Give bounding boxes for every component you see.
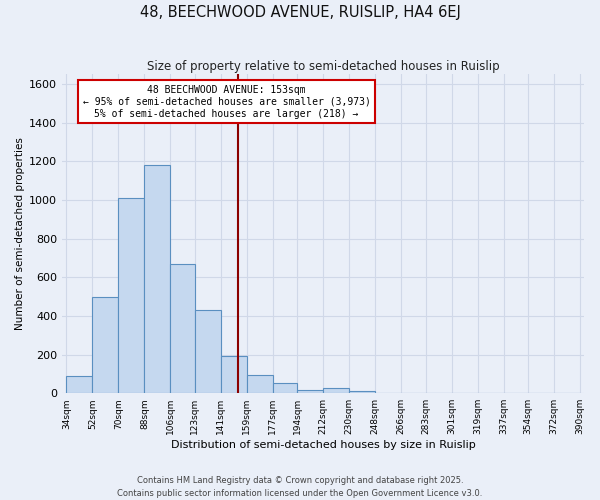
Text: 48 BEECHWOOD AVENUE: 153sqm
← 95% of semi-detached houses are smaller (3,973)
5%: 48 BEECHWOOD AVENUE: 153sqm ← 95% of sem…: [83, 86, 371, 118]
Bar: [170, 264, 195, 393]
Bar: [247, 375, 273, 393]
Bar: [221, 356, 247, 393]
Text: 48, BEECHWOOD AVENUE, RUISLIP, HA4 6EJ: 48, BEECHWOOD AVENUE, RUISLIP, HA4 6EJ: [140, 5, 460, 20]
Text: Contains HM Land Registry data © Crown copyright and database right 2025.
Contai: Contains HM Land Registry data © Crown c…: [118, 476, 482, 498]
Bar: [67, 376, 92, 393]
Bar: [349, 392, 375, 393]
Bar: [297, 390, 323, 393]
X-axis label: Distribution of semi-detached houses by size in Ruislip: Distribution of semi-detached houses by …: [171, 440, 476, 450]
Bar: [145, 165, 170, 393]
Bar: [323, 388, 349, 393]
Bar: [118, 198, 145, 393]
Title: Size of property relative to semi-detached houses in Ruislip: Size of property relative to semi-detach…: [147, 60, 500, 73]
Bar: [273, 382, 297, 393]
Bar: [195, 310, 221, 393]
Y-axis label: Number of semi-detached properties: Number of semi-detached properties: [15, 138, 25, 330]
Bar: [92, 296, 118, 393]
